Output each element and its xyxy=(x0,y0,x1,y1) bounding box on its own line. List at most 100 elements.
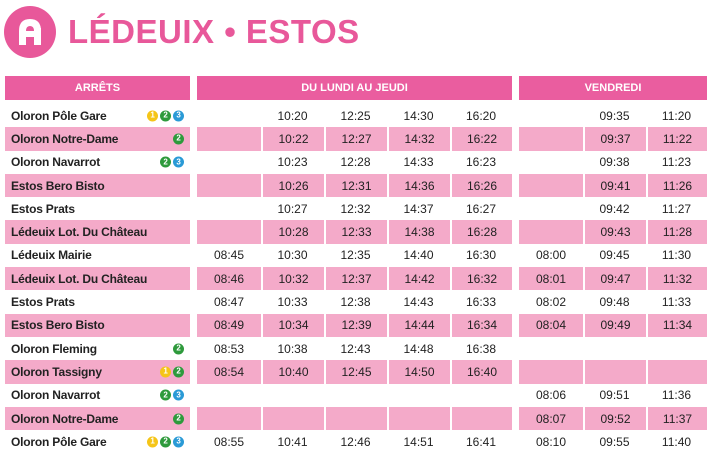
time-cell-mon-thu: 08:53 xyxy=(213,341,245,356)
time-cell-friday: 09:37 xyxy=(583,127,646,151)
time-cell-friday: 11:22 xyxy=(646,127,707,151)
time-cell-mon-thu: 16:38 xyxy=(465,341,497,356)
timetable: ARRÊTS DU LUNDI AU JEUDI VENDREDI Oloron… xyxy=(5,76,708,453)
time-cell-mon-thu: 12:35 xyxy=(340,248,371,263)
time-cell-mon-thu: 08:54 xyxy=(197,360,261,384)
column-header-friday: VENDREDI xyxy=(519,76,707,100)
stop-name: Lédeuix Lot. Du Château xyxy=(5,220,190,244)
stop-label: Lédeuix Mairie xyxy=(11,248,92,263)
time-cell-friday xyxy=(583,337,646,360)
table-row: Oloron Notre-Dame 2 10:22 12:27 14:32 16:22 09… xyxy=(5,127,708,151)
line-2-badge-icon: 2 xyxy=(160,389,171,401)
time-cell-friday xyxy=(583,360,646,384)
time-cell-friday: 08:10 xyxy=(535,434,567,449)
time-cell-mon-thu: 08:49 xyxy=(197,313,261,337)
stop-name: Oloron Notre-Dame 2 xyxy=(5,406,190,431)
time-cell-mon-thu: 16:30 xyxy=(465,248,497,263)
line-3-badge-icon: 3 xyxy=(173,156,184,168)
table-row: Oloron Navarrot 2 3 10:23 12:28 14:33 16:23 09:… xyxy=(5,151,708,174)
stop-label: Lédeuix Lot. Du Château xyxy=(11,225,148,240)
time-cell-mon-thu: 14:51 xyxy=(403,434,434,449)
time-cell-friday: 09:51 xyxy=(599,388,630,403)
stop-label: Oloron Navarrot xyxy=(11,155,101,170)
time-cell-mon-thu: 10:38 xyxy=(277,341,308,356)
line-2-badge-icon: 2 xyxy=(173,133,184,145)
table-row: Oloron Pôle Gare 1 2 3 08:55 10:41 12:46 14:51 1… xyxy=(5,430,708,453)
stop-label: Oloron Pôle Gare xyxy=(11,108,107,123)
time-cell-friday: 11:36 xyxy=(661,388,692,403)
time-cell-friday: 09:55 xyxy=(599,434,630,449)
column-header-mon-thu: DU LUNDI AU JEUDI xyxy=(197,76,512,100)
time-cell-mon-thu: 16:26 xyxy=(450,173,512,198)
time-cell-mon-thu: 08:47 xyxy=(213,295,245,310)
line-badges: 2 xyxy=(173,133,184,145)
line-badges: 2 xyxy=(173,413,184,424)
time-cell-mon-thu xyxy=(197,384,261,407)
table-row: Oloron Tassigny 1 2 08:54 10:40 12:45 14:50 16:… xyxy=(5,360,708,384)
stop-name: Estos Bero Bisto xyxy=(5,313,190,337)
time-cell-mon-thu: 14:43 xyxy=(403,295,434,310)
time-cell-friday: 09:49 xyxy=(583,313,646,337)
time-cell-mon-thu: 14:33 xyxy=(403,155,434,170)
time-cell-mon-thu: 10:30 xyxy=(277,248,308,263)
time-cell-friday xyxy=(519,151,583,174)
time-cell-friday: 09:48 xyxy=(599,295,630,310)
table-row: Oloron Pôle Gare 1 2 3 10:20 12:25 14:30 16:20 0… xyxy=(5,104,708,127)
time-cell-mon-thu: 14:50 xyxy=(387,360,450,384)
time-cell-mon-thu: 10:41 xyxy=(277,434,308,449)
time-cell-mon-thu xyxy=(450,384,512,407)
table-row: Lédeuix Mairie 08:45 10:30 12:35 14:40 16:30 0… xyxy=(5,244,708,267)
stop-label: Lédeuix Lot. Du Château xyxy=(11,271,148,286)
table-row: Estos Prats 10:27 12:32 14:37 16:27 09:42 11:2… xyxy=(5,197,708,220)
time-cell-mon-thu: 10:28 xyxy=(261,220,324,244)
time-cell-mon-thu: 16:33 xyxy=(465,295,497,310)
stop-name: Oloron Pôle Gare 1 2 3 xyxy=(5,104,190,127)
time-cell-mon-thu: 12:46 xyxy=(340,434,371,449)
time-cell-mon-thu xyxy=(261,384,324,407)
time-cell-mon-thu xyxy=(324,406,387,431)
time-cell-mon-thu: 16:20 xyxy=(465,108,497,123)
line-3-badge-icon: 3 xyxy=(173,436,184,448)
time-cell-mon-thu: 16:23 xyxy=(465,155,497,170)
time-cell-mon-thu: 10:33 xyxy=(277,295,308,310)
time-cell-mon-thu: 16:41 xyxy=(465,434,497,449)
time-cell-mon-thu: 10:40 xyxy=(261,360,324,384)
stop-name: Oloron Pôle Gare 1 2 3 xyxy=(5,430,190,453)
table-header: ARRÊTS DU LUNDI AU JEUDI VENDREDI xyxy=(5,76,708,100)
page-header: LÉDEUIX • ESTOS xyxy=(4,4,360,60)
time-cell-friday xyxy=(646,337,707,360)
table-row: Oloron Navarrot 2 3 08:06 09:51 11:36 xyxy=(5,384,708,407)
table-row: Oloron Fleming 2 08:53 10:38 12:43 14:48 16:38 xyxy=(5,337,708,360)
time-cell-mon-thu: 08:45 xyxy=(213,248,245,263)
time-cell-friday: 08:04 xyxy=(519,313,583,337)
time-cell-mon-thu: 12:31 xyxy=(324,173,387,198)
stop-name: Estos Prats xyxy=(5,197,190,220)
time-cell-mon-thu: 16:40 xyxy=(450,360,512,384)
time-cell-friday: 09:35 xyxy=(599,108,630,123)
time-cell-friday: 11:23 xyxy=(661,155,692,170)
stop-label: Estos Bero Bisto xyxy=(11,318,105,333)
time-cell-friday: 11:40 xyxy=(661,434,692,449)
time-cell-mon-thu: 10:32 xyxy=(261,267,324,291)
stop-label: Estos Bero Bisto xyxy=(11,178,105,193)
time-cell-friday xyxy=(519,127,583,151)
time-cell-mon-thu: 12:28 xyxy=(340,155,371,170)
line-2-badge-icon: 2 xyxy=(160,156,171,168)
line-2-badge-icon: 2 xyxy=(173,413,184,424)
time-cell-mon-thu: 12:32 xyxy=(340,201,371,216)
time-cell-mon-thu: 12:27 xyxy=(324,127,387,151)
time-cell-friday: 08:02 xyxy=(535,295,567,310)
table-row: Estos Bero Bisto 10:26 12:31 14:36 16:26 09:4… xyxy=(5,173,708,198)
time-cell-mon-thu: 14:48 xyxy=(403,341,434,356)
time-cell-friday: 11:37 xyxy=(646,406,707,431)
table-row: Estos Bero Bisto 08:49 10:34 12:39 14:44 16:3… xyxy=(5,313,708,337)
time-cell-mon-thu: 16:27 xyxy=(465,201,497,216)
line-3-badge-icon: 3 xyxy=(173,389,184,401)
column-header-stops: ARRÊTS xyxy=(5,76,190,100)
time-cell-mon-thu: 10:22 xyxy=(261,127,324,151)
line-2-badge-icon: 2 xyxy=(173,366,184,378)
time-cell-mon-thu: 10:34 xyxy=(261,313,324,337)
